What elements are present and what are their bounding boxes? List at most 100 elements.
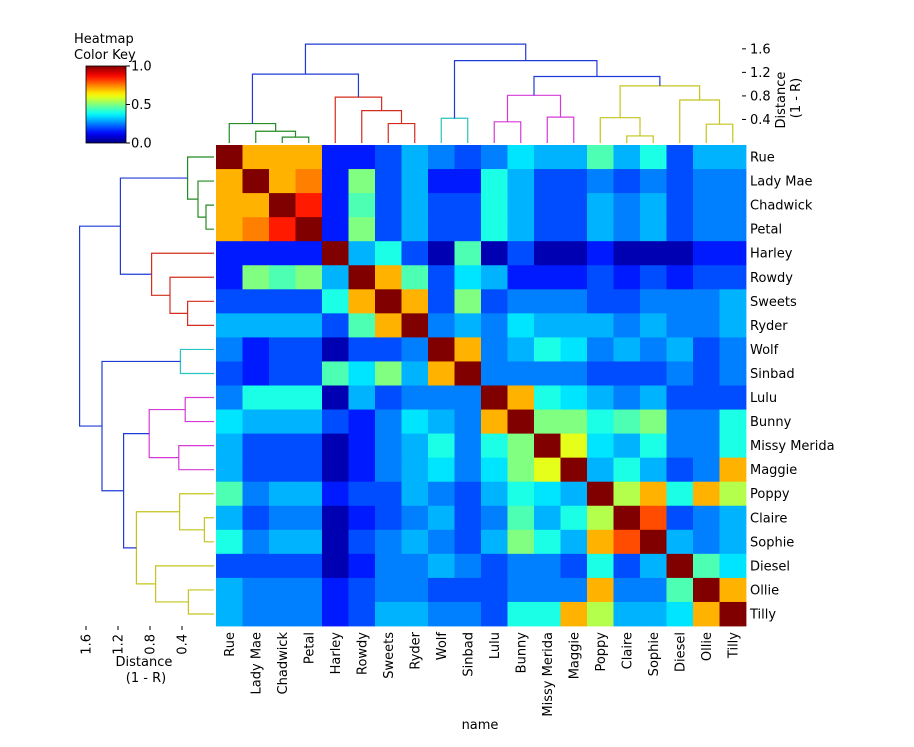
row-label: Lady Mae (750, 175, 812, 190)
row-label: Claire (750, 511, 787, 526)
heatmap-cell (269, 241, 296, 266)
heatmap-cell (560, 577, 588, 603)
heatmap-cell (269, 433, 296, 459)
heatmap-cell (242, 169, 270, 194)
heatmap-cell (613, 481, 641, 507)
heatmap-cell (613, 505, 641, 531)
heatmap-cell (587, 433, 614, 459)
heatmap-cell (322, 553, 349, 579)
row-dendrogram-link (79, 225, 121, 427)
heatmap-cell (269, 529, 296, 555)
heatmap-cell (640, 481, 667, 507)
heatmap-cell (481, 505, 508, 531)
heatmap-cell (507, 169, 535, 194)
heatmap-cell (666, 217, 694, 242)
heatmap-cell (719, 169, 747, 194)
heatmap-cell (428, 169, 455, 194)
heatmap-cell (640, 241, 667, 266)
color-key-title: Heatmap Color Key (74, 32, 138, 63)
heatmap-cell (587, 529, 614, 555)
heatmap-cell (534, 457, 561, 483)
heatmap-cell (693, 553, 720, 579)
heatmap-cell (534, 193, 561, 218)
column-label: Claire (620, 632, 635, 669)
heatmap-cell (481, 289, 508, 314)
column-label: Sophie (647, 632, 662, 676)
heatmap-cell (587, 409, 614, 434)
heatmap-cell (693, 481, 720, 507)
heatmap-cell (295, 169, 323, 194)
x-axis-label: name (462, 718, 499, 733)
heatmap-cell (587, 505, 614, 531)
row-dendrogram-link (179, 348, 214, 375)
heatmap-cell (640, 505, 667, 531)
column-label: Ollie (700, 632, 715, 661)
heatmap-cell (295, 265, 323, 290)
column-dendrogram-link (387, 122, 416, 143)
heatmap-cell (560, 409, 588, 434)
heatmap-cell (693, 169, 720, 194)
heatmap-cell (242, 289, 270, 314)
column-label: Chadwick (276, 632, 291, 695)
heatmap-cell (454, 145, 482, 170)
heatmap-cell (613, 457, 641, 483)
heatmap-cell (295, 241, 323, 266)
heatmap-cell (693, 145, 720, 170)
heatmap-cell (454, 169, 482, 194)
heatmap-cell (295, 553, 323, 579)
heatmap-cell (269, 409, 296, 434)
heatmap-cell (719, 385, 747, 410)
heatmap-cell (242, 265, 270, 290)
heatmap-cell (560, 481, 588, 507)
heatmap-cell (375, 361, 402, 386)
heatmap-cell (295, 529, 323, 555)
heatmap-cell (693, 289, 720, 314)
heatmap-cell (693, 601, 720, 627)
heatmap-cell (587, 217, 614, 242)
heatmap-cell (348, 409, 376, 434)
heatmap-cell (481, 409, 508, 434)
heatmap-cell (322, 265, 349, 290)
color-key-tick-label: 0.0 (131, 137, 152, 152)
heatmap-cell (216, 169, 243, 194)
heatmap-cell (242, 601, 270, 627)
heatmap-cell (640, 409, 667, 434)
heatmap-cell (216, 337, 243, 362)
heatmap-cell (295, 337, 323, 362)
heatmap-cell (428, 241, 455, 266)
column-dendrogram-link (599, 117, 641, 143)
row-dendrogram-link (155, 565, 214, 603)
heatmap-cell (587, 241, 614, 266)
heatmap-cell (560, 433, 588, 459)
heatmap-cell (269, 217, 296, 242)
heatmap-cell (666, 409, 694, 434)
heatmap-cell (666, 193, 694, 218)
heatmap-cell (216, 361, 243, 386)
heatmap-cell (613, 289, 641, 314)
heatmap-cell (693, 241, 720, 266)
heatmap-cell (507, 577, 535, 603)
heatmap-cell (640, 529, 667, 555)
heatmap-cell (242, 217, 270, 242)
heatmap-cell (666, 577, 694, 603)
column-label: Wolf (435, 632, 450, 661)
heatmap-cell (666, 433, 694, 459)
row-distance-tick-label: 1.2 (112, 634, 127, 655)
heatmap-cell (401, 505, 429, 531)
heatmap-cell (348, 169, 376, 194)
row-dendrogram-link (101, 360, 181, 492)
row-distance-tick-label: 0.8 (144, 634, 159, 655)
row-label: Missy Merida (750, 439, 835, 454)
heatmap-cell (348, 505, 376, 531)
heatmap-cell (454, 385, 482, 410)
heatmap-cell (613, 361, 641, 386)
heatmap-cell (401, 241, 429, 266)
heatmap-cell (295, 601, 323, 627)
heatmap-cell (507, 265, 535, 290)
heatmap-cell (295, 145, 323, 170)
column-dendrogram-link (705, 123, 734, 143)
heatmap-cell (216, 265, 243, 290)
heatmap-cell (242, 145, 270, 170)
heatmap-cell (534, 289, 561, 314)
